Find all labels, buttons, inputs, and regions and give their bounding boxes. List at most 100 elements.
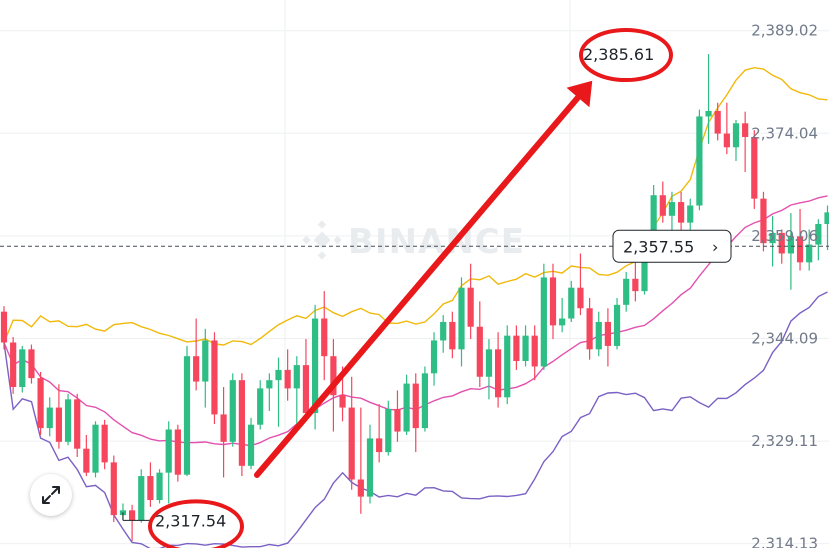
y-tick-label-5: 2,314.13 [751,535,818,548]
candle-body-72 [659,195,666,216]
candle-68 [623,271,630,312]
candle-body-63 [577,287,584,309]
candle-body-47 [430,340,438,374]
candle-55 [504,325,511,405]
candle-0 [0,306,8,350]
candle-body-50 [458,287,465,350]
y-tick-label-2: 2,359.06 [751,227,818,245]
candle-79 [723,102,730,155]
candle-46 [421,366,428,432]
candle-body-66 [604,321,611,346]
candle-body-85 [778,232,785,254]
annotations: 2,385.61 2,317.54 [122,28,673,548]
candle-39 [357,407,364,514]
candle-body-5 [46,407,53,429]
candle-body-88 [806,244,813,263]
candle-87 [796,208,804,271]
candle-body-71 [650,195,657,251]
candle-body-20 [183,356,191,475]
candle-body-79 [723,133,730,148]
candle-body-77 [705,110,712,117]
candle-body-87 [796,236,804,263]
candle-body-53 [485,349,493,377]
candle-84 [769,215,776,267]
candle-67 [613,297,621,350]
candle-body-30 [275,369,282,381]
candle-body-22 [202,340,209,382]
candle-body-38 [348,407,355,480]
expand-button[interactable] [30,474,72,516]
candle-body-67 [613,304,621,346]
candle-body-89 [815,223,822,245]
candle-body-28 [257,388,264,425]
candle-2 [19,345,26,393]
candle-body-10 [92,424,99,473]
candle-59 [540,263,547,370]
low-price-circle [148,499,244,548]
candle-83 [760,191,767,252]
candle-8 [74,393,81,457]
candle-body-19 [174,429,181,475]
candle-body-61 [559,318,566,326]
watermark-text: BINANCE [348,222,525,262]
candle-65 [595,311,602,357]
candle-4 [37,371,44,435]
candle-body-6 [55,407,62,442]
candle-74 [678,191,685,233]
candle-30 [275,357,282,427]
candle-32 [293,356,300,429]
candle-89 [815,219,822,261]
candle-body-8 [74,399,81,449]
candle-54 [495,332,502,408]
y-tick-label-1: 2,374.04 [751,124,818,142]
candle-5 [46,397,53,437]
candle-body-35 [321,318,328,357]
candle-49 [449,311,456,359]
candle-body-80 [732,123,740,148]
candle-body-58 [531,335,538,367]
candle-body-73 [668,202,676,216]
candle-body-11 [101,424,108,463]
candle-body-21 [193,356,200,382]
candle-43 [394,390,401,442]
candle-body-25 [229,380,236,442]
candle-51 [467,263,474,340]
candle-7 [64,393,72,446]
current-price-label: 2,357.55 [623,237,694,256]
binance-watermark: BINANCE [302,220,525,262]
candle-21 [193,318,200,391]
candle-body-36 [330,356,337,396]
candle-body-44 [403,383,410,432]
candle-38 [348,376,355,490]
candle-body-33 [302,365,310,414]
bollinger-bands [3,66,828,548]
candle-56 [513,325,520,370]
candle-57 [522,325,529,367]
candle-40 [366,424,374,504]
candle-25 [229,373,236,447]
candle-body-78 [714,110,721,134]
candle-11 [101,419,108,470]
candle-body-86 [787,236,794,254]
candle-body-3 [28,349,35,379]
candle-14 [129,504,136,542]
candle-18 [165,421,172,504]
lower-band-line [3,291,828,548]
candle-3 [28,344,35,384]
candle-82 [751,130,758,209]
candle-29 [266,373,273,411]
candle-body-31 [284,369,291,389]
y-tick-label-3: 2,344.09 [751,329,818,347]
candle-body-27 [247,424,255,466]
candle-86 [787,213,794,290]
candle-28 [257,380,264,430]
candle-body-52 [476,326,483,377]
candle-body-56 [513,335,520,361]
candle-body-82 [751,137,758,199]
chevron-right-icon: › [712,237,718,256]
candle-45 [412,373,419,453]
candle-body-65 [595,321,602,350]
candle-64 [586,297,593,360]
candle-body-26 [238,380,245,466]
